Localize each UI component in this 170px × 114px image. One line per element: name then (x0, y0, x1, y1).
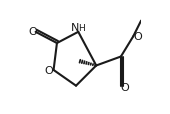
Text: O: O (133, 32, 142, 42)
Text: O: O (121, 82, 129, 92)
Text: O: O (28, 26, 37, 36)
Text: H: H (78, 24, 84, 32)
Text: N: N (71, 23, 80, 33)
Text: O: O (44, 65, 53, 75)
